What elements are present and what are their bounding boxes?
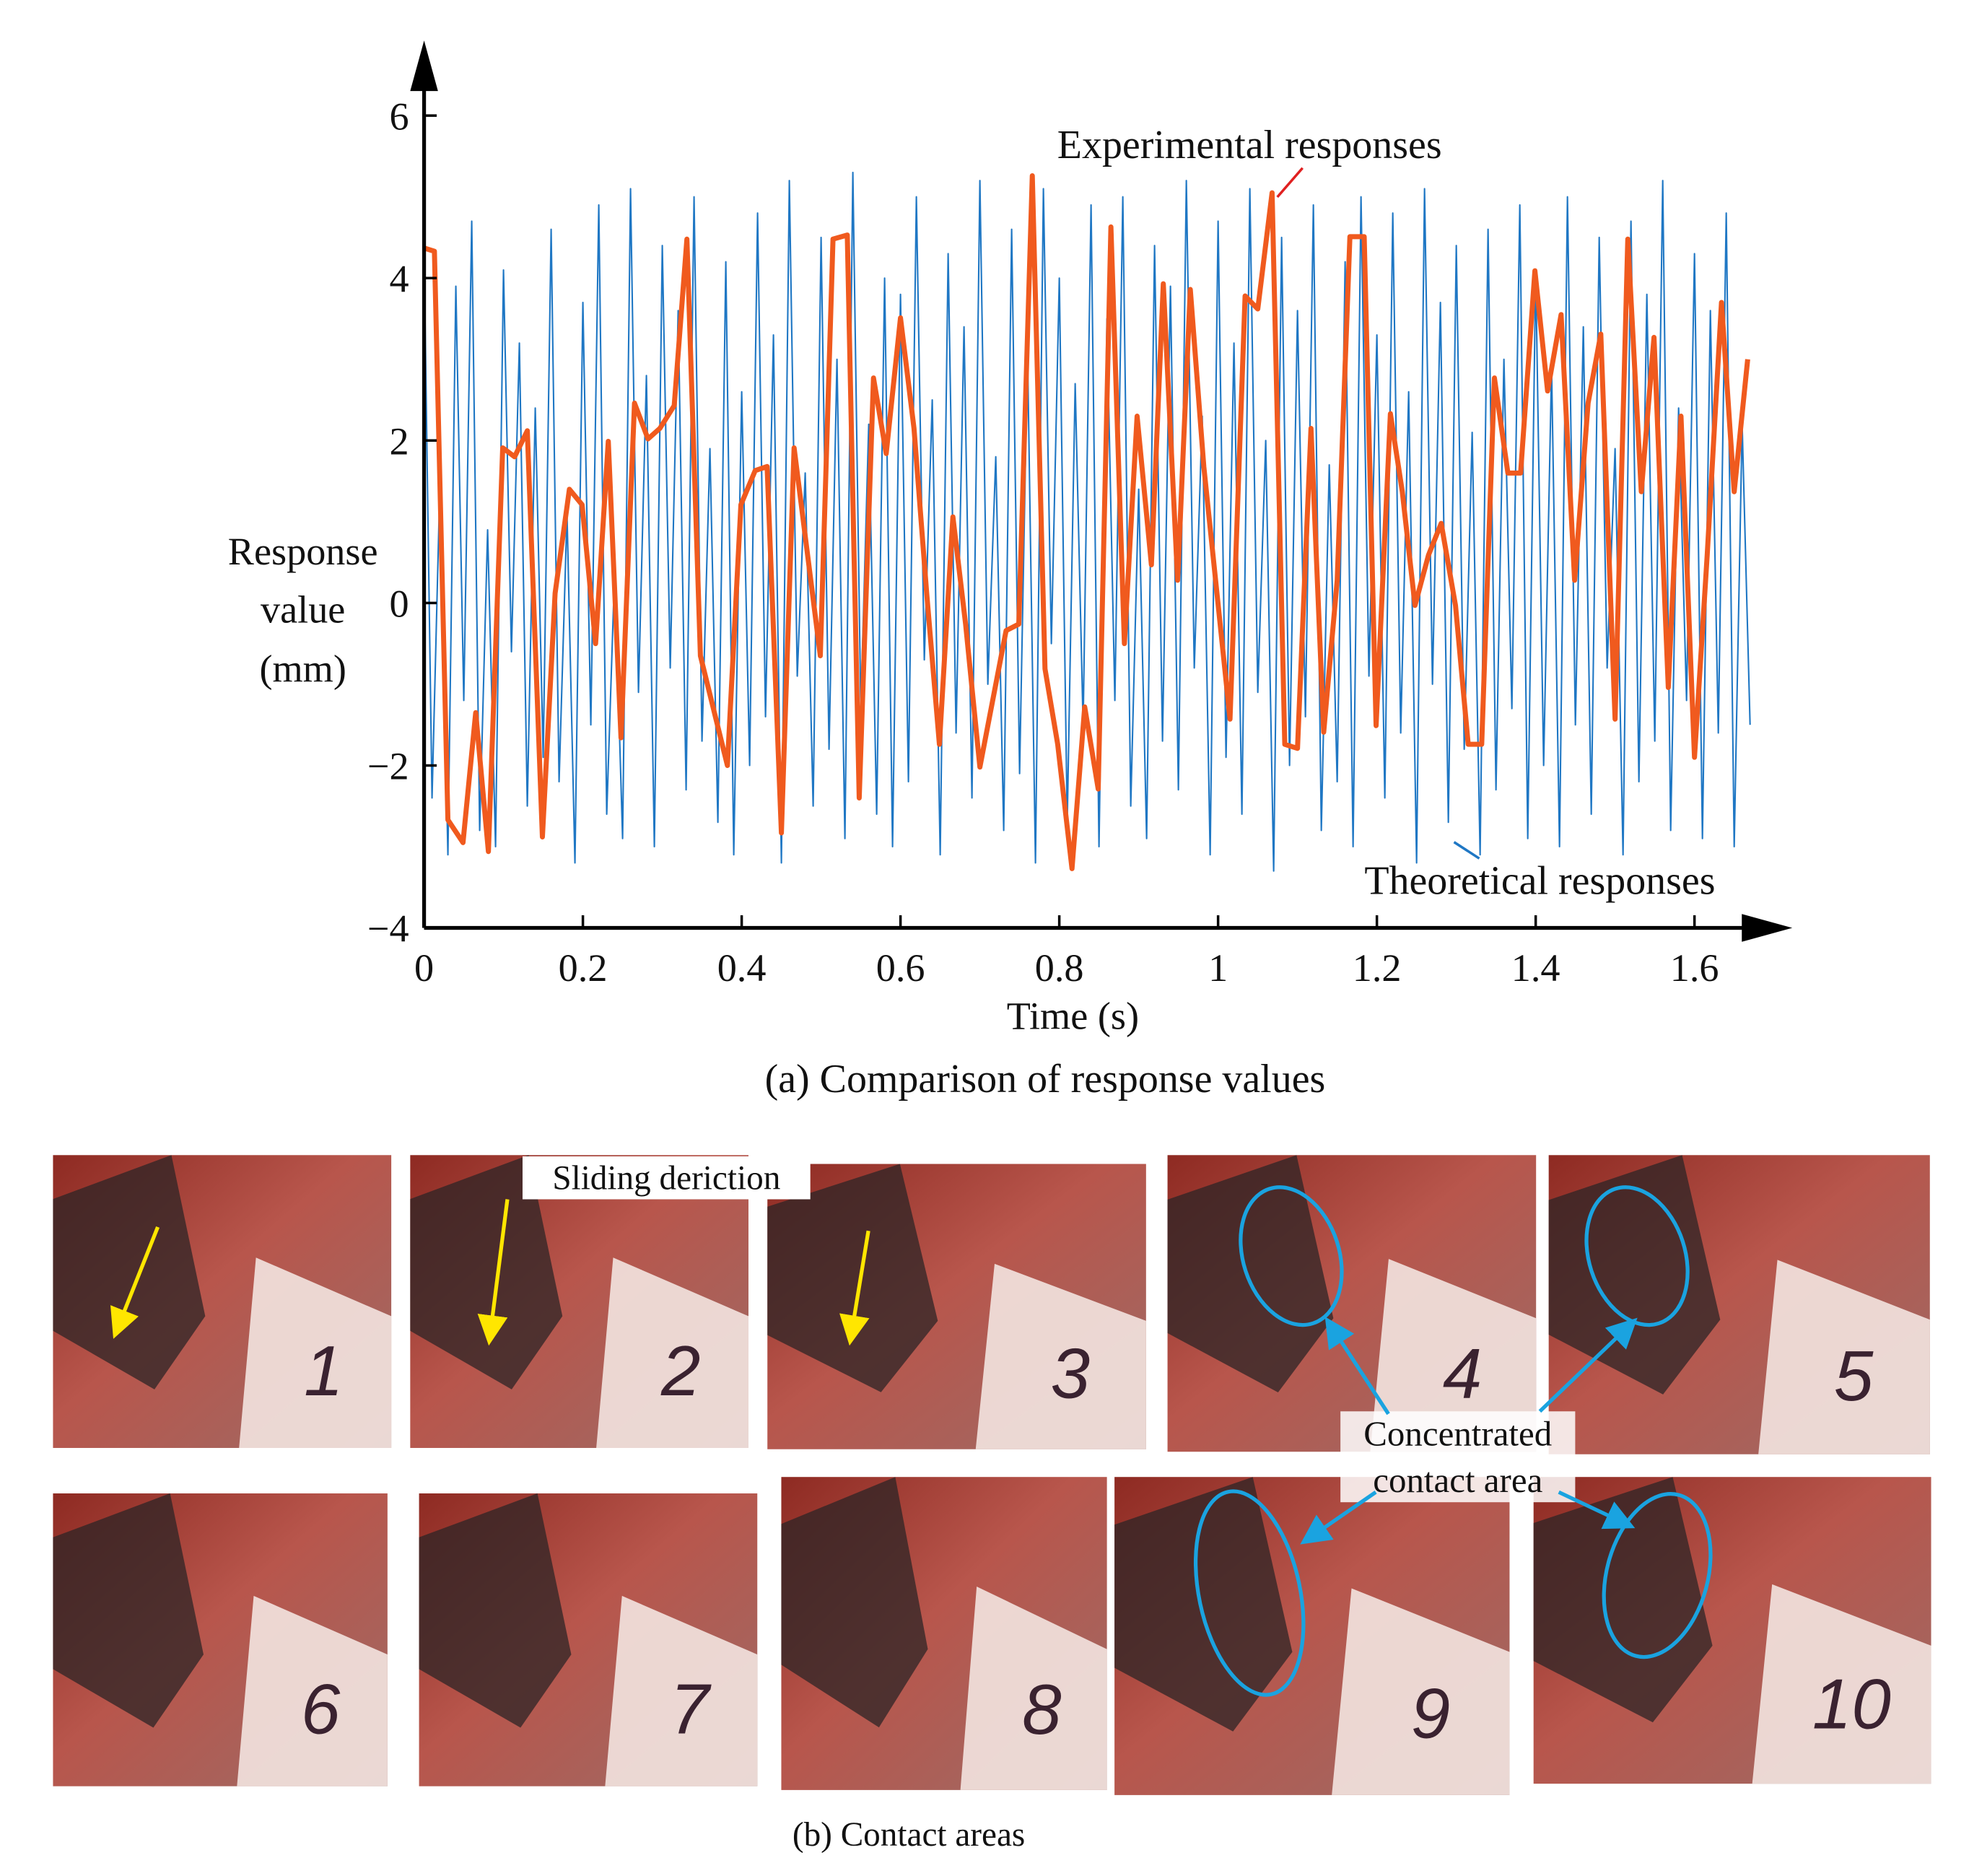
photo-annotations: Sliding deriction Concentrated contact a… <box>110 1156 1713 1854</box>
photo-label-card <box>605 1595 758 1786</box>
photo-label-card <box>239 1257 392 1448</box>
photo-number: 10 <box>1812 1665 1891 1744</box>
series-annotation: Theoretical responses <box>1364 858 1715 903</box>
photo-number: 4 <box>1443 1334 1482 1413</box>
photo-label-card <box>1332 1588 1510 1795</box>
series-line <box>423 173 1750 871</box>
pointer-arrow <box>1324 1317 1390 1415</box>
series-annotation: Experimental responses <box>1057 123 1442 167</box>
y-axis-label: (mm) <box>259 647 346 691</box>
photo: 7 <box>419 1493 758 1786</box>
label-box <box>1340 1411 1576 1503</box>
photo-block <box>53 1155 206 1389</box>
y-axis-label: value <box>261 588 345 631</box>
photo: 10 <box>1533 1477 1931 1784</box>
photo-label-card <box>1370 1259 1537 1452</box>
contact-ellipse <box>1602 1492 1713 1659</box>
photo-label-card <box>1758 1260 1930 1454</box>
y-axis-arrow <box>410 40 438 92</box>
photo-number: 3 <box>1051 1334 1090 1413</box>
photo: 3 <box>767 1164 1146 1449</box>
caption: (a) Comparison of response values <box>765 1057 1326 1101</box>
photo-number: 6 <box>301 1670 341 1749</box>
photo: 1 <box>53 1155 392 1448</box>
photo-block <box>1533 1477 1713 1723</box>
annotation-leader <box>1453 841 1480 860</box>
sliding-arrow <box>477 1199 510 1346</box>
photo-label-card <box>237 1595 388 1786</box>
x-tick-label: 0 <box>414 946 434 990</box>
x-tick-label: 1.2 <box>1353 946 1402 990</box>
photo-label-card <box>1752 1584 1931 1784</box>
labels: Time (s) Response value (mm) Experimenta… <box>228 123 1716 1101</box>
caption: (b) Contact areas <box>793 1816 1025 1854</box>
label-box <box>522 1156 811 1200</box>
contact-ellipse <box>1239 1185 1344 1327</box>
y-tick-label: 2 <box>389 420 409 463</box>
y-tick-label: 0 <box>389 583 409 626</box>
photo-block <box>781 1477 928 1728</box>
photo-block <box>410 1155 563 1389</box>
x-tick-label: 0.8 <box>1035 946 1084 990</box>
annotation-leader <box>1276 167 1304 198</box>
photo-number: 1 <box>304 1331 343 1410</box>
photo-block <box>1167 1155 1334 1393</box>
photo-block <box>767 1164 938 1392</box>
x-axis-label: Time (s) <box>1007 994 1139 1037</box>
axes: −4 −2 0 2 4 6 0 0.2 0.4 0.6 0.8 1 1.2 1.4 1.6 <box>367 40 1793 990</box>
photo-block <box>53 1493 204 1728</box>
sliding-arrow <box>110 1226 160 1339</box>
photo-number: 7 <box>670 1670 712 1749</box>
concentrated-label: Concentrated <box>1363 1413 1552 1453</box>
y-tick-label: 6 <box>389 95 409 138</box>
x-tick-label: 1.4 <box>1511 946 1560 990</box>
photo-number: 5 <box>1834 1336 1874 1415</box>
y-tick-label: −2 <box>367 745 409 788</box>
photo: 8 <box>781 1477 1107 1790</box>
photo-number: 8 <box>1022 1670 1061 1749</box>
photo-number: 2 <box>660 1331 700 1410</box>
pointer-arrow <box>1300 1491 1377 1545</box>
x-tick-label: 0.6 <box>876 946 925 990</box>
photo-label-card <box>960 1586 1107 1790</box>
y-tick-label: 4 <box>389 257 409 300</box>
plot-area <box>423 171 1751 872</box>
photo: 9 <box>1114 1477 1510 1795</box>
pointer-arrow <box>1538 1317 1638 1413</box>
photo-label-card <box>975 1263 1146 1449</box>
contact-ellipse <box>1193 1489 1306 1697</box>
contact-ellipse <box>1584 1185 1690 1327</box>
x-tick-label: 1.6 <box>1670 946 1719 990</box>
x-tick-label: 0.4 <box>717 946 767 990</box>
photo-label-card <box>596 1257 748 1448</box>
photo: 5 <box>1548 1155 1930 1454</box>
photo-number: 9 <box>1411 1674 1450 1753</box>
photo: 2 <box>410 1155 748 1448</box>
x-tick-label: 1 <box>1208 946 1228 990</box>
photo-panel: 1 2 3 4 5 6 7 8 9 10 <box>53 1155 1931 1795</box>
sliding-arrow <box>839 1230 870 1346</box>
photo: 6 <box>53 1493 388 1786</box>
photo: 4 <box>1167 1155 1537 1452</box>
photo-block <box>419 1493 572 1728</box>
x-tick-label: 0.2 <box>559 946 608 990</box>
series-line <box>423 171 1751 872</box>
concentrated-label: contact area <box>1373 1460 1542 1500</box>
photo-block <box>1114 1477 1293 1732</box>
x-axis-arrow <box>1742 914 1793 942</box>
y-axis-label: Response <box>228 530 378 573</box>
sliding-label: Sliding deriction <box>552 1159 780 1197</box>
pointer-arrow <box>1558 1490 1636 1530</box>
y-tick-label: −4 <box>367 907 409 951</box>
